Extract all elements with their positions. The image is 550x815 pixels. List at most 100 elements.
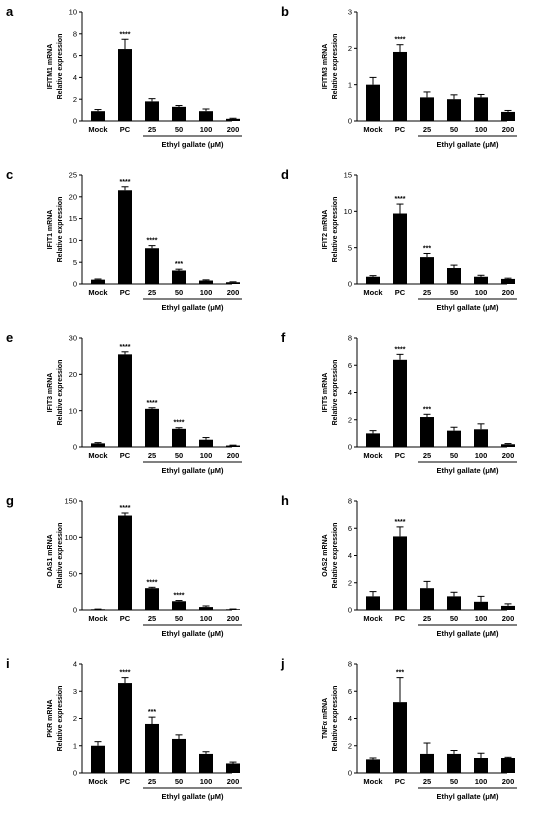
category-label: 100: [200, 614, 213, 623]
y-tick-label: 0: [348, 769, 352, 778]
bar-200: [226, 609, 240, 610]
bar-chart-e: 0 10 20 30 IFIT3 mRNA Relative expression Mock…: [47, 334, 242, 475]
bar-25: [420, 257, 434, 284]
category-label: 100: [475, 777, 488, 786]
bar-50: [447, 753, 461, 773]
y-axis-label: Relative expression: [57, 360, 64, 426]
y-tick-label: 6: [73, 51, 77, 60]
bar-Mock: [91, 111, 105, 121]
category-label: 100: [200, 451, 213, 460]
chart-panel-e: e 0 10 20 30 IFIT3 mRNA Relative expression Moc…: [0, 326, 275, 489]
y-tick-label: 10: [69, 236, 77, 245]
bar-200: [226, 445, 240, 447]
category-label: 25: [148, 614, 156, 623]
category-label: 25: [423, 451, 431, 460]
category-label: PC: [120, 614, 131, 623]
panel-letter: c: [6, 167, 14, 182]
category-label: 50: [175, 777, 183, 786]
category-label: 25: [148, 777, 156, 786]
bar-chart-g: 0 50 100 150 OAS1 mRNA Relative expression Moc…: [47, 497, 242, 638]
category-label: 50: [450, 125, 458, 134]
bar-100: [474, 601, 488, 610]
category-label: Mock: [363, 614, 383, 623]
panel-letter: b: [281, 4, 289, 19]
significance-label: ***: [423, 406, 431, 413]
panel-letter: f: [281, 330, 286, 345]
y-tick-label: 6: [348, 687, 352, 696]
chart-panel-b: b 0 1 2 3 IFITM3 mRNA Relative expression Mock *…: [275, 0, 550, 163]
y-tick-label: 0: [348, 606, 352, 615]
significance-label: ***: [175, 261, 183, 268]
bar-chart-f: 0 2 4 6 8 IFIT5 mRNA Relative expression Mock **…: [322, 334, 517, 475]
group-label: Ethyl gallate (μM): [161, 629, 224, 638]
y-axis-label: Relative expression: [332, 360, 339, 426]
bar-chart-j: 0 2 4 6 8 TNFα mRNA Relative expression Mock ***…: [322, 660, 517, 801]
category-label: 200: [227, 614, 240, 623]
y-tick-label: 30: [69, 334, 77, 343]
y-tick-label: 2: [348, 578, 352, 587]
bar-25: [145, 101, 159, 121]
bar-25: [420, 417, 434, 447]
category-label: PC: [395, 777, 406, 786]
bar-50: [447, 430, 461, 447]
y-axis-label: IFIT3 mRNA: [47, 373, 54, 413]
y-axis-label: Relative expression: [57, 686, 64, 752]
bar-100: [199, 111, 213, 121]
category-label: 50: [450, 777, 458, 786]
significance-label: ****: [120, 670, 131, 677]
panel-letter: e: [6, 330, 14, 345]
category-label: PC: [120, 125, 131, 134]
chart-panel-j: j 0 2 4 6 8 TNFα mRNA Relative expression Mock **…: [275, 652, 550, 815]
y-tick-label: 5: [348, 243, 352, 252]
significance-label: ****: [174, 593, 185, 600]
bar-Mock: [366, 84, 380, 121]
category-label: 200: [502, 125, 515, 134]
y-axis-label: IFITM1 mRNA: [47, 44, 54, 90]
category-label: 100: [200, 777, 213, 786]
chart-panel-a: a 0 2 4 6 8 10 IFITM1 mRNA Relative expression Mo…: [0, 0, 275, 163]
category-label: 50: [450, 451, 458, 460]
y-tick-label: 4: [348, 388, 352, 397]
y-tick-label: 1: [348, 80, 352, 89]
category-label: 50: [175, 288, 183, 297]
significance-label: ****: [395, 37, 406, 44]
y-tick-label: 10: [69, 8, 77, 17]
panel-letter: g: [6, 493, 14, 508]
bar-50: [172, 270, 186, 284]
y-tick-label: 10: [344, 207, 352, 216]
category-label: 25: [423, 125, 431, 134]
y-tick-label: 100: [64, 533, 77, 542]
y-tick-label: 0: [73, 117, 77, 126]
category-label: Mock: [363, 288, 383, 297]
bar-Mock: [91, 443, 105, 447]
category-label: Mock: [363, 125, 383, 134]
y-tick-label: 150: [64, 497, 77, 506]
group-label: Ethyl gallate (μM): [436, 792, 499, 801]
y-tick-label: 1: [73, 741, 77, 750]
y-axis-label: Relative expression: [332, 686, 339, 752]
bar-50: [447, 99, 461, 121]
category-label: 25: [423, 288, 431, 297]
y-tick-label: 3: [348, 8, 352, 17]
significance-label: ****: [120, 179, 131, 186]
bar-100: [199, 753, 213, 773]
y-tick-label: 25: [69, 171, 77, 180]
category-label: Mock: [363, 777, 383, 786]
y-axis-label: IFITM3 mRNA: [322, 44, 329, 90]
y-axis-label: Relative expression: [57, 523, 64, 589]
bar-25: [145, 248, 159, 284]
y-axis-label: OAS2 mRNA: [322, 534, 329, 576]
category-label: 200: [502, 614, 515, 623]
significance-label: ****: [395, 519, 406, 526]
category-label: PC: [120, 777, 131, 786]
category-label: Mock: [88, 125, 108, 134]
category-label: 200: [227, 125, 240, 134]
category-label: 200: [502, 451, 515, 460]
group-label: Ethyl gallate (μM): [436, 140, 499, 149]
category-label: 100: [200, 125, 213, 134]
bar-Mock: [366, 596, 380, 610]
panel-letter: j: [281, 656, 285, 671]
bar-Mock: [366, 276, 380, 284]
y-tick-label: 8: [348, 334, 352, 343]
y-tick-label: 20: [69, 370, 77, 379]
